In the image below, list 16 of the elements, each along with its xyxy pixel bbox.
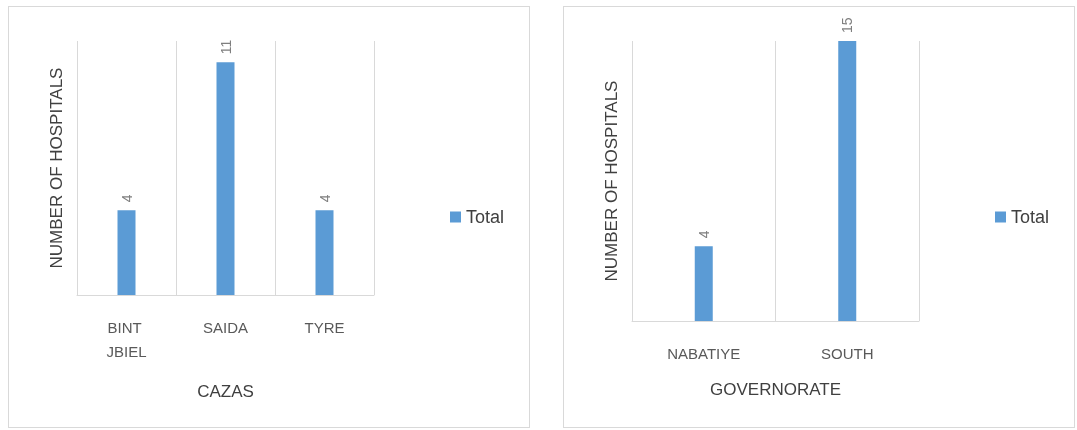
data-label: 4 bbox=[118, 194, 135, 203]
x-tick-label: NABATIYE bbox=[667, 344, 741, 362]
x-tick-label: TYRE bbox=[304, 318, 345, 336]
x-axis-title: GOVERNORATE bbox=[710, 380, 841, 399]
data-label: 4 bbox=[316, 194, 333, 203]
data-label: 4 bbox=[695, 230, 712, 239]
data-label: 11 bbox=[217, 39, 234, 55]
x-tick-label: SAIDA bbox=[202, 318, 249, 336]
x-tick-label: BINT JBIEL bbox=[106, 318, 147, 360]
y-axis-title: NUMBER OF HOSPITALS bbox=[602, 80, 621, 282]
y-axis-title: NUMBER OF HOSPITALS bbox=[47, 67, 66, 269]
data-label: 15 bbox=[839, 17, 856, 33]
x-axis-title: CAZAS bbox=[197, 382, 254, 401]
x-tick-label: SOUTH bbox=[821, 344, 874, 362]
legend-label: Total bbox=[465, 207, 505, 227]
legend-label: Total bbox=[1010, 207, 1050, 227]
